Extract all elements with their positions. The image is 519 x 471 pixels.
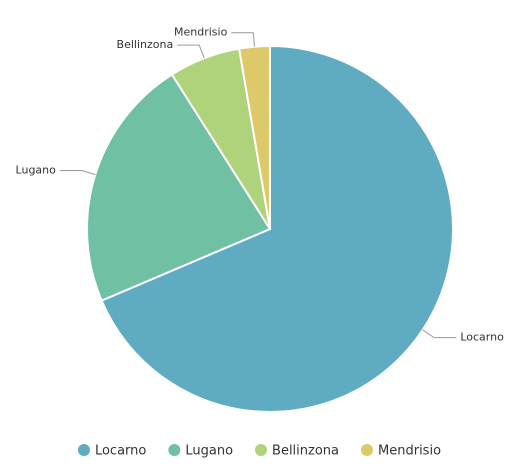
leader-line [59,169,96,176]
slice-label: Lugano [16,163,57,176]
legend-marker [168,444,181,456]
legend-label: Bellinzona [272,444,339,459]
legend: Locarno Lugano Bellinzona Mendrisio [77,444,441,459]
legend-marker [77,444,90,456]
slice-label: Locarno [460,331,504,344]
slice-label: Mendrisio [174,26,228,39]
legend-label: Locarno [95,444,146,459]
leader-line [177,44,205,59]
legend-label: Mendrisio [378,444,441,459]
legend-marker [361,444,374,456]
slice-label: Bellinzona [117,38,174,51]
pie-slice [86,73,272,302]
leader-line [422,329,457,339]
leader-line [231,32,255,47]
legend-marker [255,444,268,456]
legend-label: Lugano [185,444,233,459]
